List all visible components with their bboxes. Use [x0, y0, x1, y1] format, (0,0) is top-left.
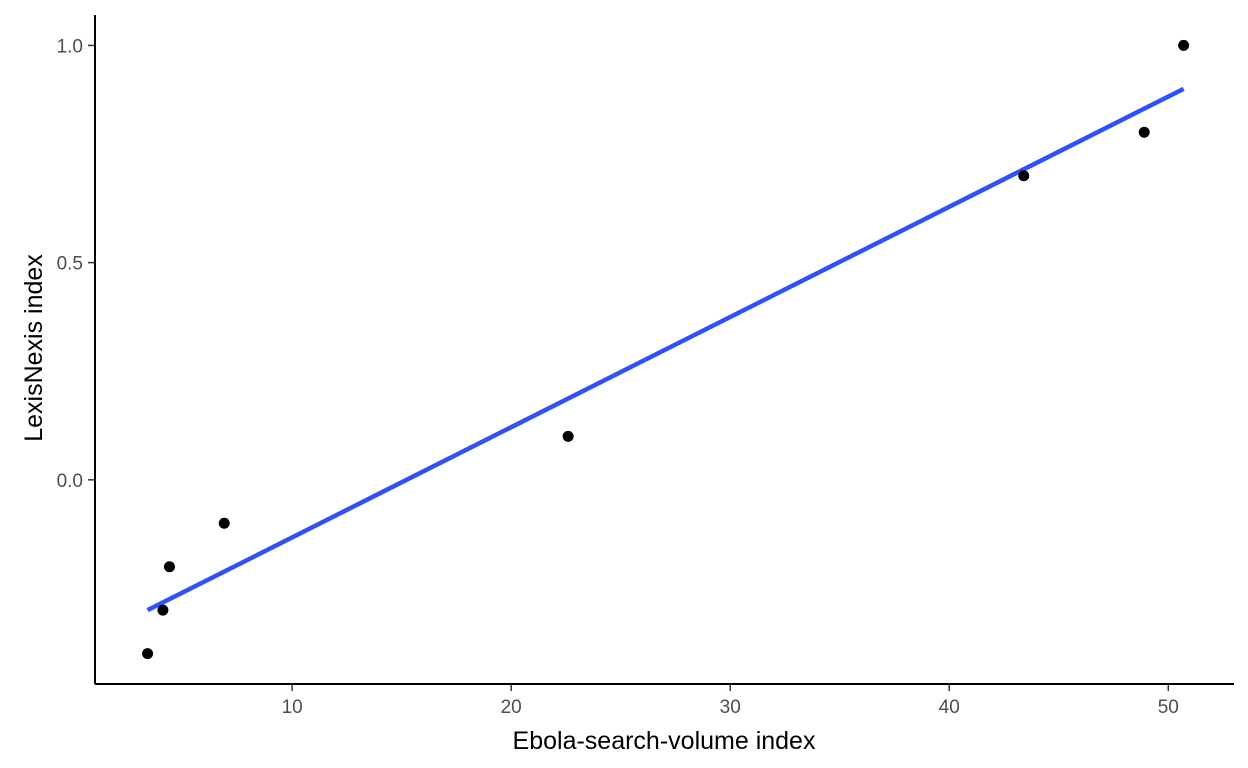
x-ticks: 10 20 30 40 50	[282, 684, 1179, 718]
data-point	[1178, 39, 1190, 51]
x-tick-label: 20	[501, 697, 522, 718]
data-point	[157, 604, 169, 616]
x-axis-title: Ebola-search-volume index	[513, 727, 816, 755]
y-tick-label: 0.0	[57, 471, 83, 492]
y-axis-title: LexisNexis index	[20, 254, 48, 442]
plot-marks	[142, 39, 1190, 660]
data-point	[1138, 126, 1150, 138]
x-tick-label: 30	[720, 697, 741, 718]
data-point	[218, 517, 230, 529]
data-point	[1018, 170, 1030, 182]
y-tick-label: 0.5	[57, 254, 83, 275]
regression-line	[146, 86, 1185, 613]
axes: 10 20 30 40 50 0.0 0.5 1.0	[57, 15, 1234, 718]
data-point	[562, 430, 574, 442]
data-point	[142, 648, 154, 660]
x-tick-label: 50	[1158, 697, 1179, 718]
data-point	[163, 561, 175, 573]
x-tick-label: 10	[282, 697, 303, 718]
y-tick-label: 1.0	[57, 36, 83, 57]
x-tick-label: 40	[939, 697, 960, 718]
y-ticks: 0.0 0.5 1.0	[57, 36, 95, 492]
